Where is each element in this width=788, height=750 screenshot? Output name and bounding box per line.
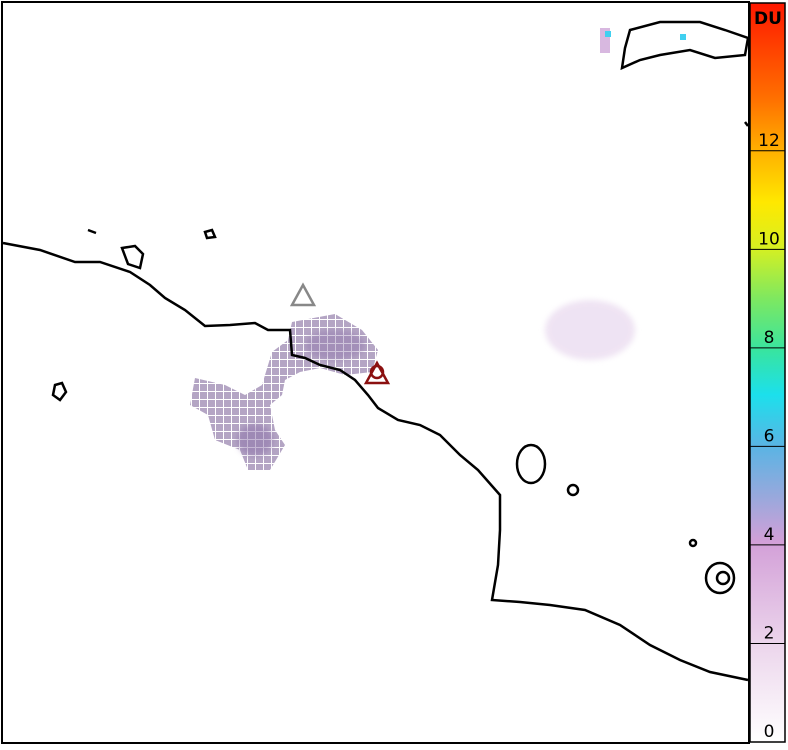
colorbar <box>749 2 786 743</box>
faint-signal <box>545 300 635 360</box>
faint-signal <box>600 28 610 53</box>
volcano-markers <box>289 282 391 385</box>
colorbar-tick-label: 6 <box>764 426 775 446</box>
volcano-marker <box>289 282 317 307</box>
colorbar-label: DU <box>754 9 782 29</box>
colorbar-tick-label: 0 <box>764 722 775 742</box>
colorbar-tick-label: 8 <box>764 328 775 348</box>
plume <box>190 28 686 470</box>
coastlines <box>2 20 750 682</box>
colorbar-tick-label: 2 <box>764 623 775 643</box>
colorbar-tick-label: 10 <box>758 229 780 249</box>
plume-core <box>305 330 365 360</box>
map-frame <box>1 1 750 744</box>
volcano-marker <box>369 364 385 380</box>
colorbar-tick-label: 4 <box>764 525 775 545</box>
plume-core <box>237 424 273 456</box>
faint-signal <box>680 34 686 40</box>
colorbar-tick-label: 12 <box>758 131 780 151</box>
colorbar-ticks: 0 2 4 6 8 10 12 <box>750 131 785 743</box>
faint-signal <box>605 31 611 37</box>
